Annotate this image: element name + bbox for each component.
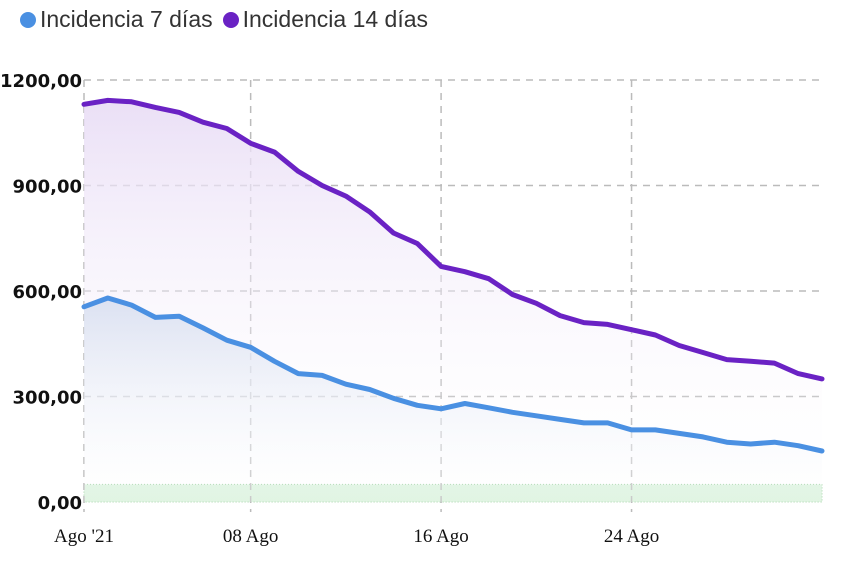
legend-dot-icon bbox=[222, 11, 239, 28]
legend: Incidencia 7 días Incidencia 14 días bbox=[20, 6, 428, 33]
y-tick-label: 0,00 bbox=[38, 493, 82, 514]
x-tick-label: 16 Ago bbox=[413, 526, 468, 547]
x-tick-label: 24 Ago bbox=[604, 526, 659, 547]
y-tick-label: 900,00 bbox=[13, 177, 82, 198]
x-tick-label: Ago '21 bbox=[54, 526, 114, 547]
legend-label: Incidencia 14 días bbox=[242, 6, 429, 32]
series-line-0 bbox=[81, 295, 825, 454]
y-tick-label: 1200,00 bbox=[0, 71, 82, 92]
legend-item-14-dias[interactable]: Incidencia 14 días bbox=[222, 6, 429, 33]
series-area-0 bbox=[84, 298, 822, 502]
y-tick-label: 300,00 bbox=[13, 388, 82, 409]
legend-dot-icon bbox=[20, 11, 36, 28]
y-tick-label: 600,00 bbox=[13, 282, 82, 303]
legend-label: Incidencia 7 días bbox=[40, 6, 213, 32]
legend-item-7-dias[interactable]: Incidencia 7 días bbox=[20, 6, 213, 33]
x-tick-label: 08 Ago bbox=[223, 526, 278, 547]
series-line-1 bbox=[81, 97, 825, 382]
